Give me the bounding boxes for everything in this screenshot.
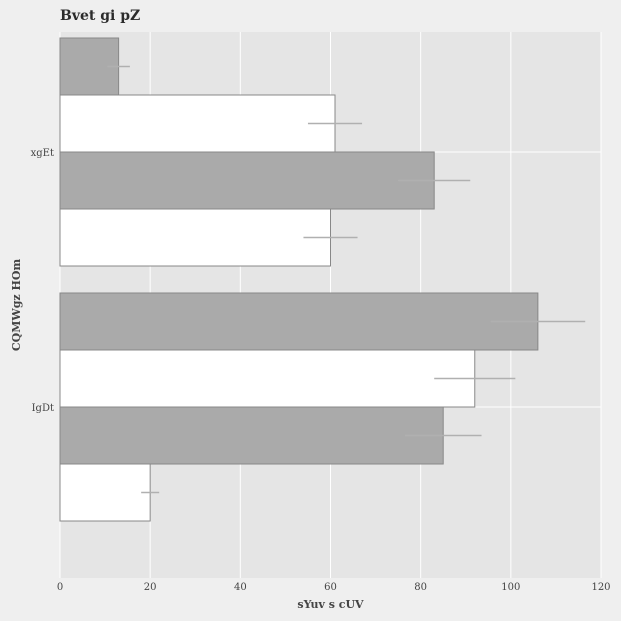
x-axis-label: sYuv s cUV — [297, 598, 364, 611]
x-tick-label: 0 — [57, 582, 63, 593]
y-tick-label: IgDt — [32, 403, 54, 414]
x-tick-label: 40 — [234, 582, 247, 593]
x-tick-label: 60 — [324, 582, 337, 593]
bar — [59, 151, 435, 210]
y-axis-label: CQMWgz HOm — [10, 259, 23, 352]
bar — [59, 349, 476, 408]
x-tick-label: 20 — [144, 582, 157, 593]
chart-title: Bvet gi pZ — [60, 8, 141, 24]
x-tick-label: 120 — [591, 582, 610, 593]
bar — [59, 292, 539, 351]
x-tick-labels: 0 20 40 60 80 100 120 — [57, 582, 611, 593]
bars — [59, 37, 539, 522]
bar — [59, 94, 336, 153]
y-tick-labels: xgEt IgDt — [31, 148, 54, 414]
bar — [59, 208, 331, 267]
x-tick-label: 100 — [501, 582, 520, 593]
error-bars — [107, 65, 586, 494]
bar — [59, 463, 151, 522]
y-tick-label: xgEt — [31, 148, 54, 159]
bar — [59, 406, 444, 465]
x-tick-label: 80 — [414, 582, 427, 593]
